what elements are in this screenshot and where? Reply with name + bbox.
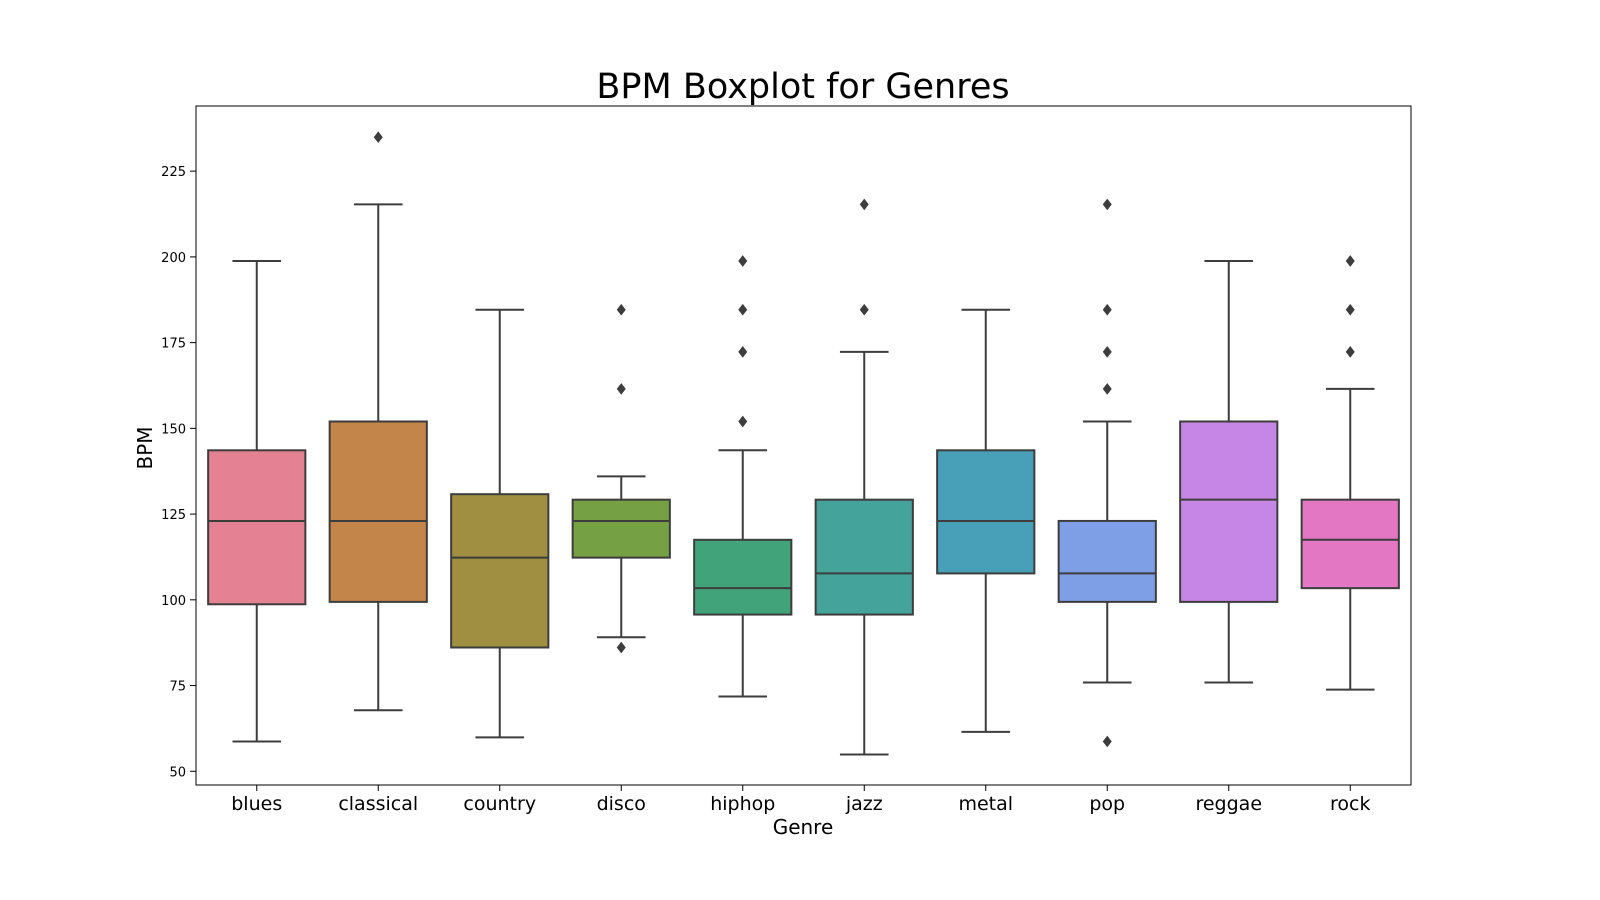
chart-title: BPM Boxplot for Genres <box>596 67 1009 107</box>
x-tick-label: jazz <box>845 793 883 815</box>
y-tick-label: 175 <box>161 337 186 352</box>
box-body <box>1300 498 1400 590</box>
outlier-point <box>859 198 869 211</box>
x-tick-label: pop <box>1089 793 1125 815</box>
box-country <box>450 308 550 739</box>
outlier-point <box>373 131 383 144</box>
y-axis-label: BPM <box>133 426 157 469</box>
box-body <box>571 498 671 559</box>
x-tick-label: country <box>463 793 536 815</box>
box-reggae <box>1179 260 1279 684</box>
outlier-point <box>1102 735 1112 748</box>
outlier-point <box>1345 255 1355 267</box>
x-tick-label: hiphop <box>710 793 775 815</box>
outlier-point <box>1345 346 1355 358</box>
outlier-point <box>738 255 748 267</box>
box-body <box>450 493 550 649</box>
box-body <box>1179 420 1279 603</box>
outlier-point <box>738 346 748 358</box>
box-jazz <box>814 198 914 756</box>
outlier-point <box>1345 303 1355 316</box>
box-body <box>1057 519 1157 603</box>
box-body <box>328 420 428 603</box>
outlier-point <box>1102 346 1112 358</box>
plot-frame <box>195 105 1412 786</box>
x-tick-label: reggae <box>1195 793 1262 815</box>
box-pop <box>1057 198 1157 748</box>
box-rock <box>1300 255 1400 691</box>
outlier-point <box>738 303 748 316</box>
outlier-point <box>616 303 626 316</box>
y-tick-label: 225 <box>161 165 186 180</box>
outlier-point <box>616 383 626 395</box>
box-body <box>936 449 1036 575</box>
x-axis-label: Genre <box>773 815 834 839</box>
outlier-point <box>1102 383 1112 395</box>
outlier-point <box>859 303 869 316</box>
y-tick-label: 125 <box>161 508 186 523</box>
x-tick-label: rock <box>1330 793 1370 815</box>
y-tick-label: 200 <box>161 251 186 266</box>
box-disco <box>571 303 671 654</box>
plot-area: 50 75 100 125 150 175 200 225 blues classical coun… <box>161 131 1400 815</box>
outlier-point <box>616 641 626 654</box>
outlier-point <box>1102 198 1112 211</box>
x-tick-label: blues <box>231 793 282 815</box>
x-tick-label: classical <box>338 793 418 815</box>
y-tick-label: 75 <box>169 680 186 695</box>
box-body <box>207 449 307 606</box>
box-hiphop <box>693 255 793 698</box>
y-tick-label: 100 <box>161 594 186 609</box>
box-blues <box>207 260 307 743</box>
outlier-point <box>738 415 748 428</box>
box-body <box>693 538 793 616</box>
x-tick-label: disco <box>597 793 646 815</box>
y-tick-label: 50 <box>169 765 186 780</box>
y-tick-label: 150 <box>161 422 186 437</box>
outlier-point <box>1102 303 1112 316</box>
box-body <box>814 498 914 616</box>
box-classical <box>328 131 428 712</box>
box-metal <box>936 308 1036 733</box>
x-tick-label: metal <box>958 793 1013 815</box>
